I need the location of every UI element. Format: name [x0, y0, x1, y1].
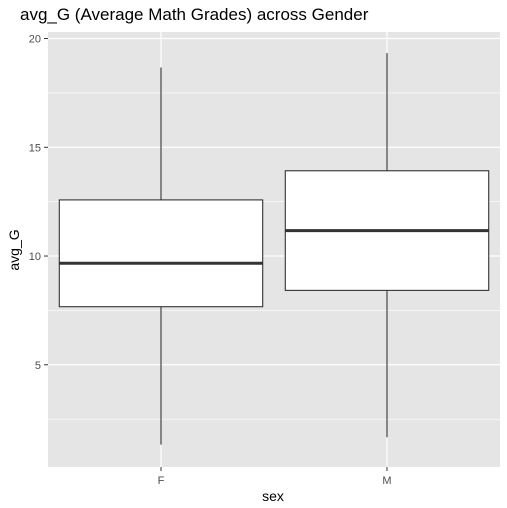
x-tick-label: M — [382, 475, 391, 487]
box-M — [284, 53, 490, 438]
y-tick-label: 10 — [29, 251, 41, 263]
x-tick-label: F — [158, 475, 165, 487]
box-F — [58, 67, 264, 445]
y-tick-label: 20 — [29, 34, 41, 46]
y-tick-label: 5 — [35, 360, 41, 372]
y-axis: 5 10 15 20 — [29, 34, 48, 372]
iqr-box — [58, 199, 264, 308]
x-axis-title: sex — [262, 488, 284, 504]
y-tick-label: 15 — [29, 142, 41, 154]
chart-title: avg_G (Average Math Grades) across Gende… — [20, 5, 369, 24]
y-axis-title: avg_G — [6, 229, 22, 270]
boxes — [58, 53, 490, 445]
